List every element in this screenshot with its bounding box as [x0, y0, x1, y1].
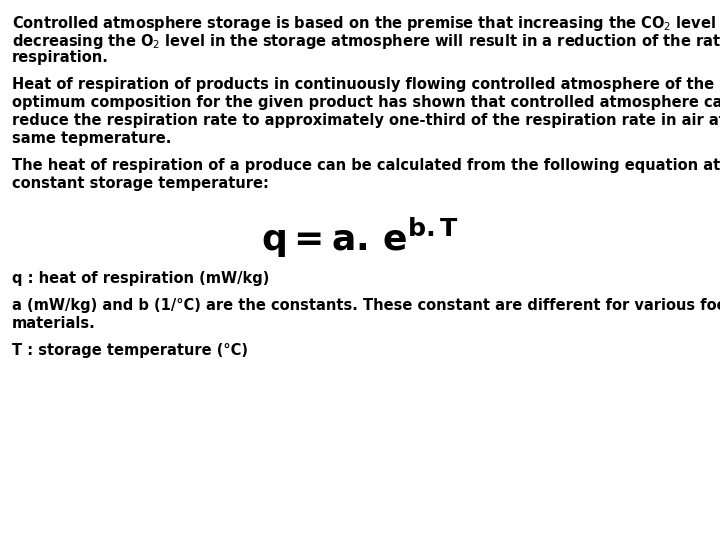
Text: decreasing the O$_2$ level in the storage atmosphere will result in a reduction : decreasing the O$_2$ level in the storag…	[12, 32, 720, 51]
Text: Controlled atmosphere storage is based on the premise that increasing the CO$_2$: Controlled atmosphere storage is based o…	[12, 14, 720, 33]
Text: same tepmerature.: same tepmerature.	[12, 131, 171, 146]
Text: materials.: materials.	[12, 316, 96, 332]
Text: The heat of respiration of a produce can be calculated from the following equati: The heat of respiration of a produce can…	[12, 158, 720, 173]
Text: reduce the respiration rate to approximately one-third of the respiration rate i: reduce the respiration rate to approxima…	[12, 113, 720, 128]
Text: a (mW/kg) and b (1/°C) are the constants. These constant are different for vario: a (mW/kg) and b (1/°C) are the constants…	[12, 299, 720, 313]
Text: q : heat of respiration (mW/kg): q : heat of respiration (mW/kg)	[12, 272, 269, 286]
Text: constant storage temperature:: constant storage temperature:	[12, 176, 269, 191]
Text: optimum composition for the given product has shown that controlled atmosphere c: optimum composition for the given produc…	[12, 95, 720, 110]
Text: Heat of respiration of products in continuously flowing controlled atmosphere of: Heat of respiration of products in conti…	[12, 77, 714, 92]
Text: $\mathbf{q = a.\, e^{b.T}}$: $\mathbf{q = a.\, e^{b.T}}$	[261, 215, 459, 260]
Text: respiration.: respiration.	[12, 50, 109, 65]
Text: T : storage temperature (°C): T : storage temperature (°C)	[12, 343, 248, 359]
